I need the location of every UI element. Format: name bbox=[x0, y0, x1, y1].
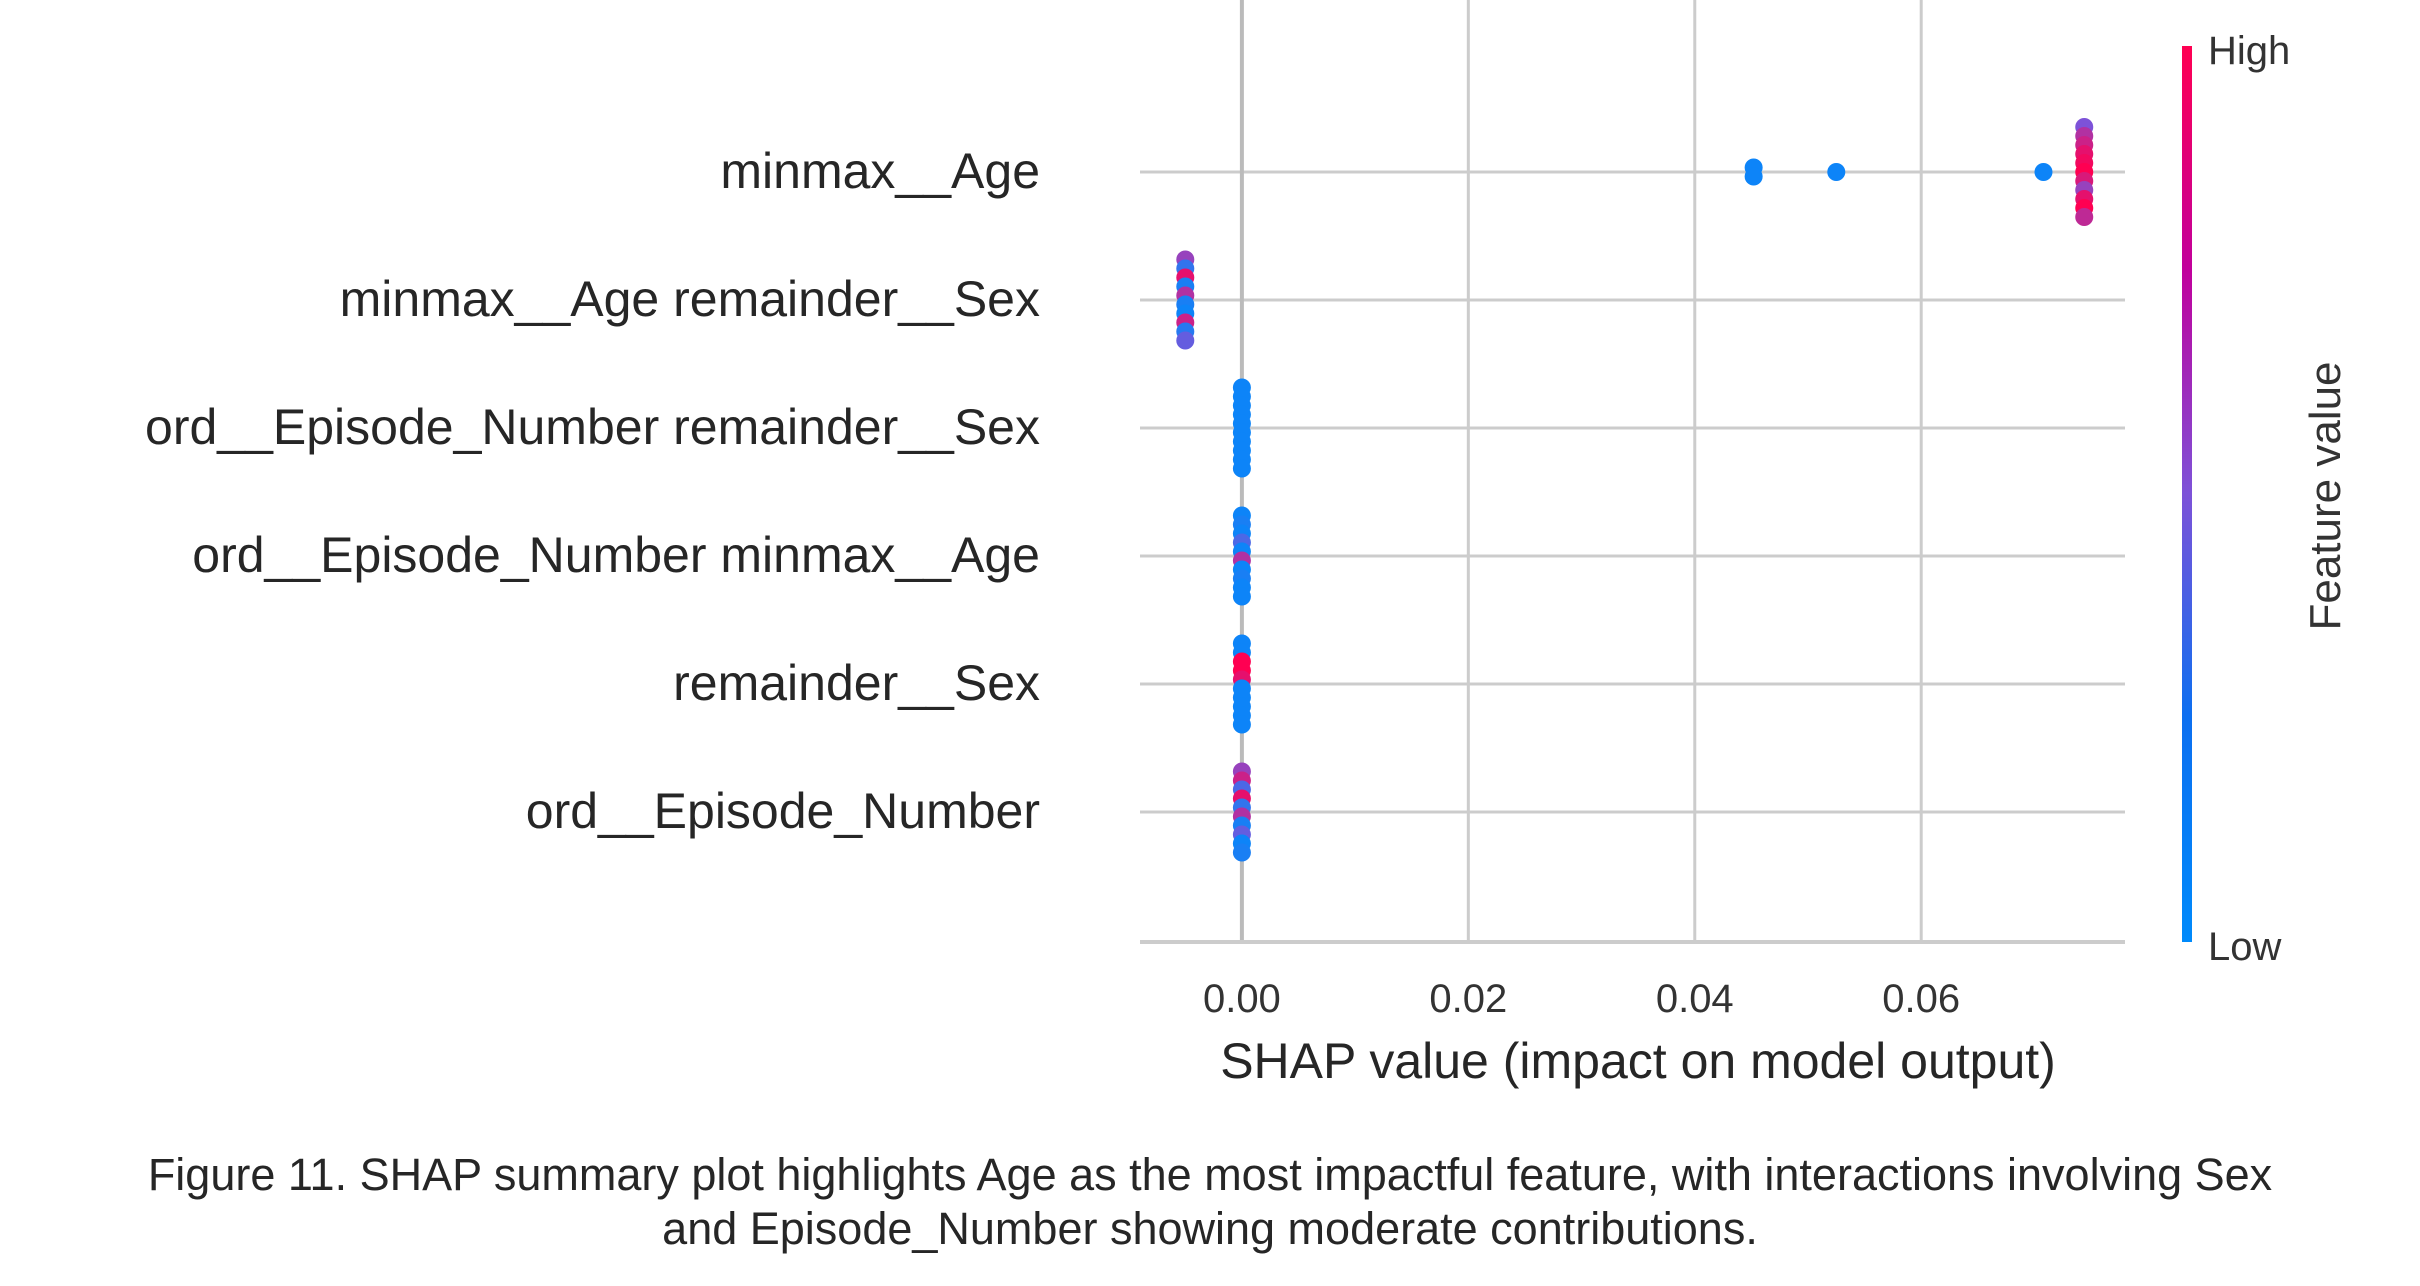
shap-point bbox=[1176, 331, 1195, 350]
feature-label: ord__Episode_Number bbox=[526, 783, 1040, 839]
x-axis: 0.00 0.02 0.04 0.06 bbox=[1140, 940, 2125, 1021]
feature-label: ord__Episode_Number remainder__Sex bbox=[145, 399, 1040, 455]
shap-point bbox=[1232, 587, 1251, 606]
colorbar-title: Feature value bbox=[2301, 361, 2350, 630]
feature-label: minmax__Age bbox=[720, 143, 1040, 199]
shap-point bbox=[2075, 208, 2094, 226]
data-points bbox=[1176, 118, 2094, 862]
colorbar-low-label: Low bbox=[2208, 925, 2281, 969]
x-axis-label: SHAP value (impact on model output) bbox=[1220, 1033, 2056, 1089]
colorbar: High Low Feature value bbox=[2182, 29, 2350, 969]
shap-point bbox=[1232, 843, 1251, 862]
x-tick-label: 0.06 bbox=[1882, 977, 1960, 1021]
caption-line-1: Figure 11. SHAP summary plot highlights … bbox=[147, 1149, 2273, 1200]
x-tick-label: 0.04 bbox=[1656, 977, 1734, 1021]
colorbar-high-label: High bbox=[2208, 29, 2290, 73]
shap-point bbox=[2034, 163, 2053, 181]
feature-label: remainder__Sex bbox=[673, 655, 1040, 711]
figure-caption: Figure 11. SHAP summary plot highlights … bbox=[0, 1148, 2420, 1256]
caption-line-2: and Episode_Number showing moderate cont… bbox=[662, 1203, 1758, 1254]
feature-label: minmax__Age remainder__Sex bbox=[340, 271, 1040, 327]
shap-point bbox=[1744, 167, 1763, 186]
x-tick-label: 0.02 bbox=[1429, 977, 1507, 1021]
feature-labels: minmax__Age minmax__Age remainder__Sexord… bbox=[145, 143, 1040, 839]
shap-point bbox=[1232, 459, 1251, 478]
colorbar-gradient bbox=[2182, 46, 2192, 942]
feature-label: ord__Episode_Number minmax__Age bbox=[192, 527, 1040, 583]
shap-point bbox=[1827, 163, 1846, 181]
grid-layer bbox=[1140, 0, 2125, 942]
shap-point bbox=[1232, 715, 1251, 734]
x-tick-label: 0.00 bbox=[1203, 977, 1281, 1021]
